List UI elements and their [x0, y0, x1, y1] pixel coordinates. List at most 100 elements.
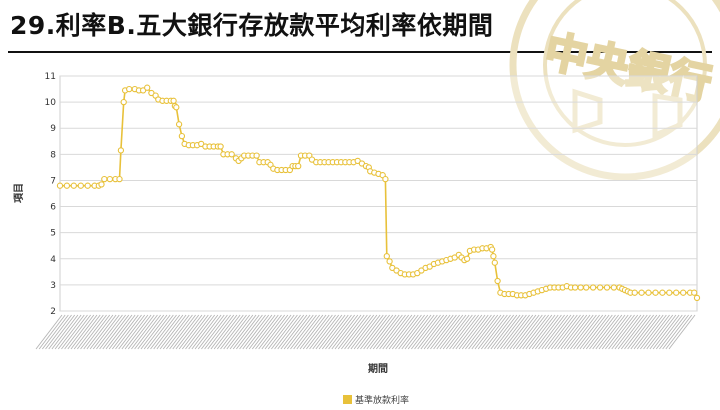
x-tick-label-mark	[251, 314, 279, 350]
x-tick-label-mark	[522, 314, 550, 350]
data-point	[652, 289, 659, 296]
x-tick-label-mark	[471, 314, 499, 350]
x-tick-label-mark	[57, 314, 85, 350]
data-point	[70, 182, 77, 189]
data-point	[98, 181, 105, 188]
y-tick-label: 9	[50, 124, 56, 134]
data-point	[295, 162, 302, 170]
x-tick-label-mark	[293, 314, 321, 350]
x-tick-label-mark	[140, 314, 168, 350]
x-tick-label-mark	[61, 314, 88, 350]
x-tick-label-mark	[108, 314, 136, 350]
x-tick-label-mark	[216, 314, 244, 350]
x-tick-label-mark	[309, 314, 336, 350]
x-tick-label-mark	[302, 314, 330, 350]
x-tick-label-mark	[433, 314, 460, 350]
x-tick-label-mark	[452, 314, 480, 350]
x-tick-label-mark	[274, 314, 301, 350]
x-tick-label-mark	[280, 314, 308, 350]
x-tick-label-mark	[455, 314, 483, 350]
data-point	[116, 175, 123, 183]
x-tick-label-mark	[236, 314, 263, 350]
x-tick-label-mark	[426, 314, 454, 350]
data-point	[680, 289, 687, 296]
x-tick-label-mark	[496, 314, 524, 350]
y-tick-label: 11	[45, 72, 56, 82]
x-tick-label-mark	[299, 314, 327, 350]
x-tick-label-mark	[401, 314, 429, 350]
x-tick-label-mark	[188, 314, 216, 350]
x-tick-label-mark	[538, 314, 565, 350]
x-tick-label-mark	[137, 314, 165, 350]
x-tick-label-mark	[573, 314, 600, 350]
x-tick-label-mark	[515, 314, 543, 350]
x-tick-label-mark	[255, 314, 282, 350]
x-tick-label-mark	[150, 314, 177, 350]
x-tick-label-mark	[277, 314, 305, 350]
x-tick-label-mark	[601, 314, 629, 350]
x-tick-label-mark	[172, 314, 200, 350]
x-tick-label-mark	[652, 314, 680, 350]
x-tick-label-mark	[115, 314, 142, 350]
data-point	[645, 289, 652, 296]
x-tick-label-mark	[48, 314, 76, 350]
data-point	[56, 182, 64, 189]
legend: 基準放款利率	[343, 394, 409, 406]
x-tick-label-mark	[417, 314, 445, 350]
x-tick-label-mark	[414, 314, 441, 350]
x-tick-label-mark	[73, 314, 101, 350]
data-point	[463, 255, 471, 262]
x-tick-label-mark	[531, 314, 559, 350]
x-tick-label-mark	[156, 314, 184, 350]
data-point	[631, 289, 638, 296]
x-tick-label-mark	[159, 314, 187, 350]
x-tick-label-mark	[503, 314, 530, 350]
x-tick-label-mark	[76, 314, 104, 350]
x-tick-label-mark	[124, 314, 152, 350]
x-tick-label-mark	[64, 314, 91, 350]
y-tick-label: 10	[45, 98, 57, 108]
x-tick-label-mark	[239, 314, 266, 350]
x-tick-label-mark	[640, 314, 667, 350]
x-tick-label-mark	[286, 314, 314, 350]
x-tick-label-mark	[557, 314, 585, 350]
x-tick-label-mark	[605, 314, 632, 350]
x-tick-label-mark	[420, 314, 448, 350]
x-tick-label-mark	[627, 314, 655, 350]
data-point	[117, 147, 125, 154]
x-tick-label-mark	[375, 314, 403, 350]
x-tick-label-mark	[191, 314, 219, 350]
x-tick-label-mark	[595, 314, 623, 350]
data-point	[217, 143, 224, 150]
y-tick-label: 2	[50, 307, 56, 317]
x-tick-label-mark	[306, 314, 333, 350]
x-tick-label-mark	[197, 314, 225, 350]
x-tick-label-mark	[42, 314, 69, 350]
x-tick-label-mark	[229, 314, 257, 350]
x-tick-label-mark	[458, 314, 486, 350]
x-tick-label-mark	[134, 314, 161, 350]
x-tick-label-mark	[643, 314, 670, 350]
x-tick-label-mark	[617, 314, 645, 350]
data-point	[603, 284, 611, 291]
data-point	[638, 289, 645, 296]
x-tick-label-mark	[83, 314, 111, 350]
x-tick-label-mark	[579, 314, 607, 350]
data-point	[106, 175, 114, 183]
x-tick-label-mark	[608, 314, 635, 350]
x-tick-label-mark	[624, 314, 651, 350]
x-tick-label-mark	[271, 314, 298, 350]
x-tick-label-mark	[341, 314, 368, 350]
data-point	[126, 85, 133, 93]
title-divider	[8, 51, 712, 53]
x-tick-label-mark	[363, 314, 390, 350]
x-tick-label-mark	[121, 314, 149, 350]
x-tick-label-mark	[550, 314, 578, 350]
x-axis-label: 期間	[368, 362, 388, 375]
x-tick-label-mark	[325, 314, 352, 350]
data-point	[178, 132, 186, 140]
y-tick-label: 4	[50, 255, 56, 265]
x-tick-label-mark	[385, 314, 413, 350]
x-tick-label-mark	[449, 314, 476, 350]
